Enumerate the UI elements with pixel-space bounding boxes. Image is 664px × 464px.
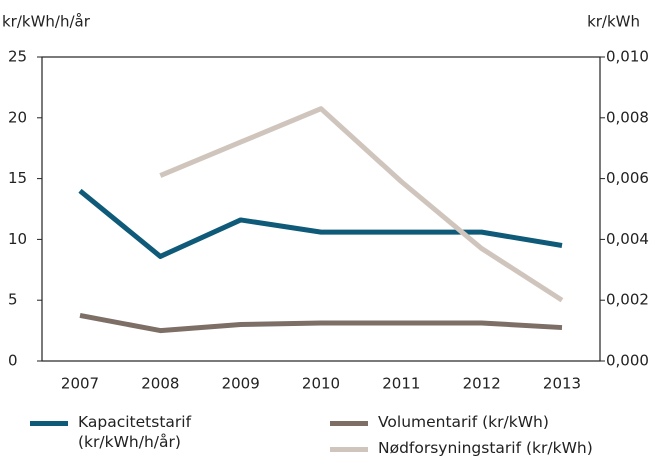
x-tick-label: 2010: [302, 375, 340, 393]
y-tick-label: 15: [8, 169, 27, 187]
x-tick-label: 2012: [463, 375, 501, 393]
y2-tick-label: 0,006: [606, 169, 649, 187]
legend-swatch: [330, 447, 368, 452]
y2-tick-label: 0,000: [606, 352, 649, 370]
legend-label: Kapacitetstarif (kr/kWh/h/år): [78, 413, 192, 451]
legend-label: Nødforsyningstarif (kr/kWh): [378, 439, 593, 457]
chart: kr/kWh/h/år kr/kWh 0 5 10 15 20 25 0,000 0,002 0…: [2, 13, 649, 393]
y-tick-label: 5: [8, 291, 18, 309]
series-line: [159, 106, 564, 303]
y2-axis-label: kr/kWh: [587, 13, 640, 31]
legend-item: Volumentarif (kr/kWh): [330, 412, 650, 432]
y-tick-label: 25: [8, 48, 27, 66]
y2-tick-label: 0,010: [606, 48, 649, 66]
legend: Kapacitetstarif (kr/kWh/h/år) Volumentari…: [0, 408, 664, 464]
plot-frame: [41, 56, 601, 362]
x-tick-label: 2011: [382, 375, 420, 393]
legend-item: Nødforsyningstarif (kr/kWh): [330, 438, 650, 458]
legend-item: Kapacitetstarif (kr/kWh/h/år): [30, 412, 230, 452]
legend-swatch: [30, 421, 68, 426]
x-tick-label: 2008: [141, 375, 179, 393]
series-line: [78, 188, 563, 259]
y-tick-label: 20: [8, 108, 27, 126]
y2-tick-label: 0,008: [606, 108, 649, 126]
y2-tick-label: 0,004: [606, 230, 649, 248]
legend-swatch: [330, 421, 368, 426]
series-line: [79, 312, 563, 334]
legend-label: Volumentarif (kr/kWh): [378, 413, 549, 431]
y-axis-label: kr/kWh/h/år: [2, 13, 91, 31]
y-tick-label: 10: [8, 230, 27, 248]
x-tick-label: 2007: [61, 375, 99, 393]
x-tick-label: 2009: [222, 375, 260, 393]
y-tick-label: 0: [8, 352, 18, 370]
y2-tick-label: 0,002: [606, 291, 649, 309]
x-tick-label: 2013: [543, 375, 581, 393]
